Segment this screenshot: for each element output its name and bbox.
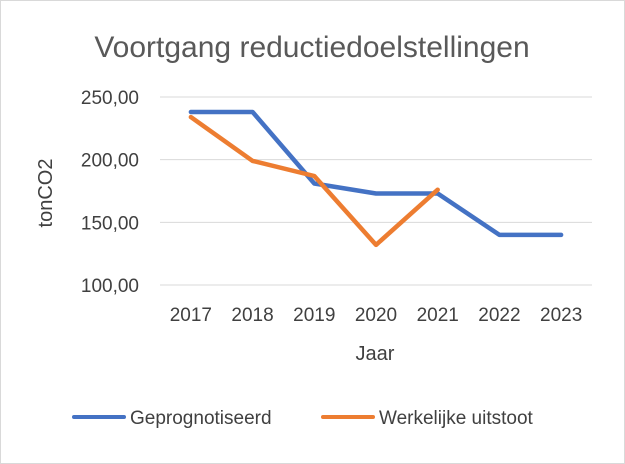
x-tick-label: 2023 [540,305,582,326]
chart-title: Voortgang reductiedoelstellingen [94,31,529,64]
x-tick-label: 2021 [417,305,459,326]
legend-label-werkelijke-uitstoot: Werkelijke uitstoot [379,408,534,429]
y-tick-label: 150,00 [81,213,139,234]
x-tick-label: 2022 [478,305,520,326]
x-tick-label: 2017 [170,305,212,326]
series-line-geprognotiseerd [188,109,564,238]
series-lines [188,109,564,248]
y-tick-label: 250,00 [81,88,139,109]
y-tick-label: 200,00 [81,151,139,172]
series-line-werkelijke-uitstoot [188,114,440,248]
y-axis-label: tonCO2 [35,159,57,228]
x-axis-ticks: 2017 2018 2019 2020 2021 2022 2023 [170,305,583,326]
legend: Geprognotiseerd Werkelijke uitstoot [72,408,534,429]
y-tick-label: 100,00 [81,276,139,297]
x-tick-label: 2020 [355,305,397,326]
x-axis-label: Jaar [356,343,395,365]
legend-label-geprognotiseerd: Geprognotiseerd [130,408,272,429]
x-tick-label: 2018 [231,305,273,326]
x-tick-label: 2019 [293,305,335,326]
y-axis-ticks: 100,00 150,00 200,00 250,00 [81,88,139,297]
gridlines [160,96,592,286]
